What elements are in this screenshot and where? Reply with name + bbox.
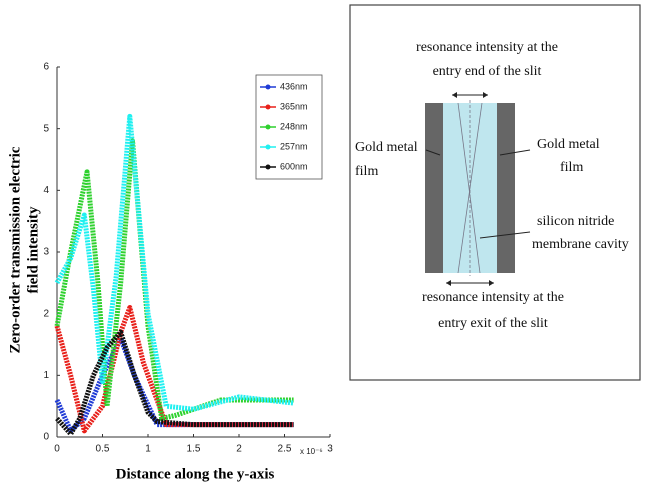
series-line [55, 329, 294, 437]
y-axis-label: field intensity [25, 206, 41, 294]
diagram-label: entry end of the slit [433, 64, 542, 79]
x-tick-label: 1 [145, 444, 151, 455]
arrow-head [446, 280, 494, 286]
diagram-label: film [560, 160, 583, 175]
legend-label: 248nm [280, 121, 308, 131]
y-tick-label: 1 [43, 370, 49, 381]
diagram-label: Gold metal [355, 140, 418, 155]
legend-box [255, 74, 323, 180]
pointer [425, 149, 441, 156]
ray [457, 102, 481, 274]
diagram-label: film [355, 164, 378, 179]
legend-marker [265, 164, 271, 170]
diagram-label: Gold metal [537, 137, 600, 152]
pointer [479, 231, 531, 239]
y-tick-label: 4 [43, 185, 49, 196]
x-axis-label: Distance along the y-axis [116, 466, 275, 482]
legend-label: 257nm [280, 141, 308, 151]
legend-label: 436nm [280, 81, 308, 91]
series-line [54, 305, 294, 434]
series-line [54, 113, 294, 412]
legend-marker [265, 104, 271, 110]
x-tick-label: 3 [327, 444, 333, 455]
x-tick-label: 2.5 [278, 444, 292, 455]
x-tick-label: 0 [54, 444, 60, 455]
x-tick-label: 2 [236, 444, 242, 455]
y-tick-label: 3 [43, 247, 49, 258]
diagram-label: entry exit of the slit [438, 316, 548, 331]
diagram-label: resonance intensity at the [422, 290, 564, 305]
y-tick-label: 5 [43, 123, 49, 134]
diagram-label: silicon nitride [537, 214, 614, 229]
left-gold-film [425, 103, 443, 273]
y-axis-label: Zero-order transmission electric [7, 146, 23, 353]
y-tick-label: 6 [43, 62, 49, 73]
diagram: resonance intensity at the entry end of … [349, 4, 641, 381]
right-gold-film [497, 103, 515, 273]
pointer [499, 149, 531, 156]
x-tick-label: 0.5 [96, 444, 110, 455]
legend-marker [265, 144, 271, 150]
y-tick-label: 2 [43, 308, 49, 319]
x-offset-text: x 10⁻⁶ [300, 447, 323, 456]
diagram-label: resonance intensity at the [416, 40, 558, 55]
legend-marker [265, 124, 271, 130]
x-tick-label: 1.5 [187, 444, 201, 455]
legend-marker [265, 84, 271, 90]
legend-label: 365nm [280, 101, 308, 111]
legend-label: 600nm [280, 161, 308, 171]
y-tick-label: 0 [43, 432, 49, 443]
diagram-label: membrane cavity [532, 237, 629, 252]
